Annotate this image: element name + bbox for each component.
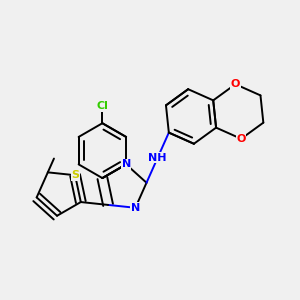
Text: O: O [236,134,246,144]
Text: O: O [231,79,240,89]
Text: S: S [71,170,79,180]
Text: NH: NH [148,153,167,163]
Text: Cl: Cl [96,101,108,111]
Text: N: N [131,203,140,213]
Text: N: N [122,159,131,170]
